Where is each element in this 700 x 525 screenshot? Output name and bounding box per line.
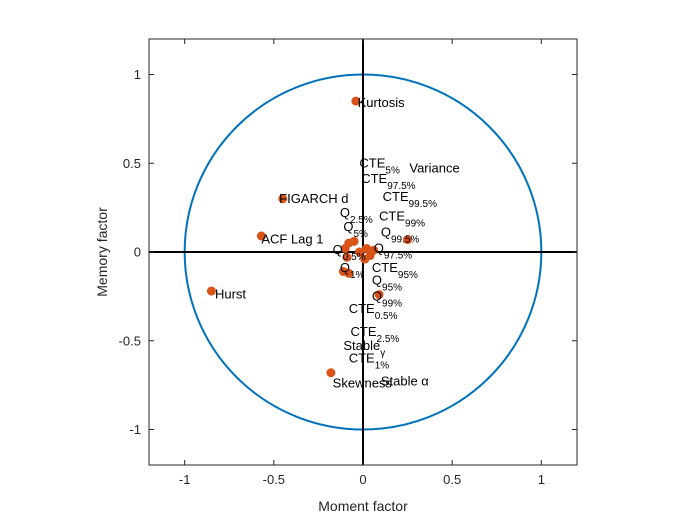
x-tick-label: 0.5 bbox=[443, 472, 461, 487]
point-label: CTE99.5% bbox=[383, 189, 437, 210]
point-label: Skewness bbox=[333, 375, 393, 390]
point-label: Q5% bbox=[343, 219, 368, 240]
data-point bbox=[342, 252, 352, 262]
y-tick-label: -1 bbox=[129, 422, 141, 437]
point-label: CTE97.5% bbox=[361, 171, 415, 192]
y-axis-label: Memory factor bbox=[94, 207, 110, 297]
x-tick-label: -0.5 bbox=[263, 472, 285, 487]
point-label: Stableγ bbox=[343, 338, 385, 359]
point-label: Q1% bbox=[340, 260, 365, 281]
point-label: FIGARCH d bbox=[279, 191, 348, 206]
point-label: Q99.5% bbox=[381, 224, 420, 245]
data-point bbox=[349, 236, 359, 246]
point-label: CTE2.5% bbox=[351, 324, 400, 345]
x-axis-label: Moment factor bbox=[318, 498, 408, 514]
data-point bbox=[344, 268, 354, 278]
point-label: Hurst bbox=[215, 287, 246, 302]
point-label: Variance bbox=[409, 161, 459, 176]
x-tick-label: 0 bbox=[359, 472, 366, 487]
point-label: CTE1% bbox=[349, 351, 390, 372]
data-point bbox=[256, 231, 266, 241]
x-tick-label: -1 bbox=[179, 472, 191, 487]
data-point bbox=[360, 254, 370, 264]
y-tick-label: -0.5 bbox=[119, 333, 141, 348]
data-point bbox=[351, 96, 361, 106]
data-point bbox=[326, 368, 336, 378]
point-label: CTE5% bbox=[359, 155, 400, 176]
point-label: CTE0.5% bbox=[349, 301, 398, 322]
data-point bbox=[369, 245, 379, 255]
point-label: Q97.5% bbox=[374, 240, 413, 261]
point-labels: Kurtosis FIGARCH d ACF Lag 1 Hurst Skewness C… bbox=[215, 95, 460, 390]
point-label: Kurtosis bbox=[358, 95, 405, 110]
point-label: CTE99% bbox=[379, 209, 425, 230]
point-label: Stable α bbox=[381, 374, 429, 389]
point-label: Q99% bbox=[372, 288, 402, 309]
data-point bbox=[278, 194, 288, 204]
point-label: CTE95% bbox=[372, 260, 418, 281]
y-tick-label: 1 bbox=[134, 67, 141, 82]
data-point bbox=[362, 243, 372, 253]
y-tick-label: 0 bbox=[134, 245, 141, 260]
point-label: Q95% bbox=[372, 272, 402, 293]
data-point bbox=[403, 235, 413, 245]
axes-frame: -1 -0.5 0 0.5 1 -1 -0.5 0 0.5 1 bbox=[119, 38, 578, 487]
data-marks bbox=[206, 96, 413, 378]
data-point bbox=[354, 247, 364, 257]
y-tick-label: 0.5 bbox=[123, 156, 141, 171]
x-tick-label: 1 bbox=[538, 472, 545, 487]
point-label: ACF Lag 1 bbox=[261, 232, 323, 247]
data-point bbox=[374, 290, 384, 300]
point-label: Q2.5% bbox=[340, 205, 373, 226]
data-point bbox=[340, 243, 350, 253]
data-point bbox=[206, 286, 216, 296]
point-label: Q0.5% bbox=[333, 242, 366, 263]
